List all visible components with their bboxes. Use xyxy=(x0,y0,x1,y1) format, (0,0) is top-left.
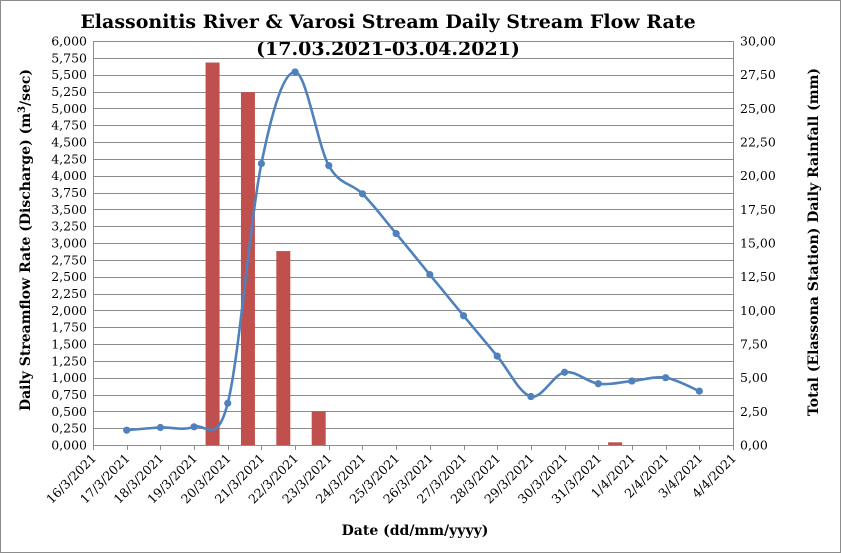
y-left-tick-label: 5,000 xyxy=(51,101,87,116)
y-axis-right-title: Total (Elassona Station) Daily Rainfall … xyxy=(806,68,822,416)
y-right-tick-label: 10,00 xyxy=(740,303,776,318)
y-right-tick-label: 20,00 xyxy=(740,168,776,183)
y-right-tick-label: 2,50 xyxy=(740,404,768,419)
y-left-tick-label: 1,500 xyxy=(51,337,87,352)
y-left-tick-label: 5,250 xyxy=(51,84,87,99)
axes xyxy=(93,41,734,450)
right-y-axis-ticks: 0,00 2,50 5,00 7,50 10,00 12,50 15,00 17,50 20,0… xyxy=(740,34,776,453)
chart-title: Elassonitis River & Varosi Stream Daily … xyxy=(80,11,695,33)
y-left-tick-label: 6,000 xyxy=(51,34,87,49)
y-right-tick-label: 15,00 xyxy=(740,236,776,251)
rainfall-bar xyxy=(311,411,326,445)
streamflow-point xyxy=(257,159,266,168)
y-left-tick-label: 5,500 xyxy=(51,67,87,82)
y-left-tick-label: 4,500 xyxy=(51,135,87,150)
streamflow-point xyxy=(695,387,703,395)
y-left-tick-label: 4,250 xyxy=(51,151,87,166)
streamflow-point xyxy=(123,426,131,434)
y-axis-left-title: Daily Streamflow Rate (Discharge) (m3/se… xyxy=(17,69,34,411)
gridlines xyxy=(93,41,733,446)
y-right-tick-label: 30,00 xyxy=(740,34,776,49)
y-left-tick-label: 2,000 xyxy=(51,303,87,318)
x-axis-ticks: 16/3/202117/3/202118/3/202119/3/202120/3… xyxy=(43,451,739,507)
y-left-tick-label: 0,000 xyxy=(51,438,87,453)
chart-subtitle: (17.03.2021-03.04.2021) xyxy=(256,38,520,60)
y-left-tick-label: 5,750 xyxy=(51,50,87,65)
y-left-tick-label: 0,500 xyxy=(51,404,87,419)
y-right-tick-label: 5,00 xyxy=(740,370,768,385)
streamflow-point xyxy=(325,161,333,170)
y-left-tick-label: 0,250 xyxy=(51,421,87,436)
y-left-tick-label: 3,250 xyxy=(51,219,87,234)
y-right-tick-label: 7,50 xyxy=(740,337,768,352)
streamflow-point xyxy=(190,423,198,431)
y-right-tick-label: 17,50 xyxy=(740,202,776,217)
y-right-tick-label: 25,00 xyxy=(740,101,776,116)
y-left-tick-label: 0,750 xyxy=(51,387,87,402)
y-right-tick-label: 12,50 xyxy=(740,269,776,284)
y-left-tick-label: 3,500 xyxy=(51,202,87,217)
streamflow-line xyxy=(123,68,703,434)
y-left-tick-label: 4,000 xyxy=(51,168,87,183)
y-right-tick-label: 0,00 xyxy=(740,438,768,453)
streamflow-point xyxy=(594,380,602,388)
y-left-tick-label: 2,750 xyxy=(51,252,87,267)
streamflow-point xyxy=(662,374,670,382)
x-axis-title: Date (dd/mm/yyyy) xyxy=(342,523,489,539)
y-left-tick-label: 2,250 xyxy=(51,286,87,301)
streamflow-point xyxy=(156,423,164,432)
streamflow-point xyxy=(392,229,400,238)
streamflow-point xyxy=(358,190,367,198)
y-left-tick-label: 3,000 xyxy=(51,236,87,251)
streamflow-point xyxy=(224,399,232,407)
streamflow-point xyxy=(291,68,299,76)
y-left-tick-label: 3,750 xyxy=(51,185,87,200)
streamflow-point xyxy=(628,377,636,385)
y-left-tick-label: 4,750 xyxy=(51,118,87,133)
streamflow-point xyxy=(426,271,434,279)
y-axis-left-title-sup: 3 xyxy=(17,106,28,113)
streamflow-point xyxy=(527,392,535,401)
streamflow-point xyxy=(493,352,501,360)
y-axis-left-title-suffix: /sec) xyxy=(18,69,34,106)
y-left-tick-label: 1,000 xyxy=(51,370,87,385)
rainfall-bar xyxy=(608,442,623,445)
rainfall-bar xyxy=(276,251,291,445)
y-left-tick-label: 1,750 xyxy=(51,320,87,335)
y-axis-left-title-prefix: Daily Streamflow Rate (Discharge) (m xyxy=(18,113,34,411)
rainfall-bar xyxy=(205,62,220,446)
y-left-tick-label: 1,250 xyxy=(51,353,87,368)
streamflow-point xyxy=(459,312,468,320)
y-left-tick-label: 2,500 xyxy=(51,269,87,284)
streamflow-point xyxy=(560,368,569,376)
y-right-tick-label: 27,50 xyxy=(740,67,776,82)
y-right-tick-label: 22,50 xyxy=(740,135,776,150)
